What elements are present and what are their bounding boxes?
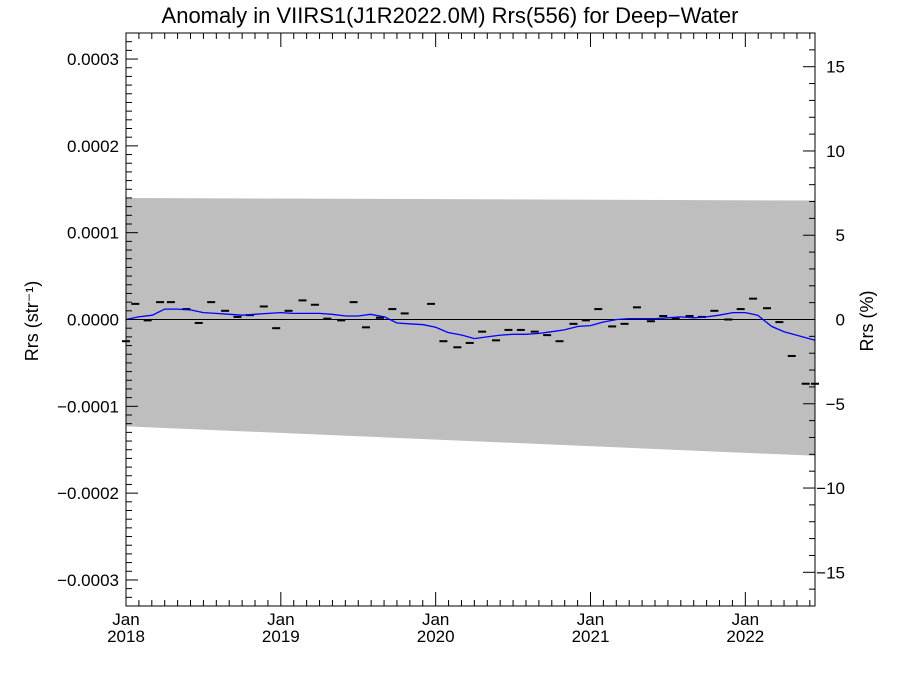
x-tick-year-label: 2019: [262, 627, 300, 646]
chart-title: Anomaly in VIIRS1(J1R2022.0M) Rrs(556) f…: [161, 3, 739, 28]
y-right-tick-label: 10: [826, 142, 845, 161]
x-tick-year-label: 2018: [107, 627, 145, 646]
y-left-tick-label: −0.0001: [57, 397, 119, 416]
y-left-tick-label: 0.0003: [67, 50, 119, 69]
x-tick-month-label: Jan: [422, 610, 449, 629]
series-layer: [122, 297, 819, 385]
y-axis-right-label: Rrs (%): [857, 291, 877, 352]
uncertainty-band: [126, 197, 815, 456]
y-right-tick-label: −15: [816, 563, 845, 582]
y-axis-right: 15 10 5 0 −5 −10 −15: [803, 32, 845, 607]
x-tick-month-label: Jan: [732, 610, 759, 629]
y-left-tick-label: 0.0002: [67, 137, 119, 156]
y-axis-left-label: Rrs (str⁻¹): [22, 281, 42, 361]
y-right-tick-label: 5: [836, 226, 845, 245]
x-tick-year-label: 2022: [726, 627, 764, 646]
y-left-tick-label: −0.0002: [57, 484, 119, 503]
series-line: [125, 308, 816, 341]
y-left-tick-label: 0.0000: [67, 311, 119, 330]
y-right-tick-label: 15: [826, 58, 845, 77]
y-axis-left: 0.0003 0.0002 0.0001 0.0000 −0.0001 −0.0002 −0…: [57, 32, 138, 607]
x-tick-year-label: 2020: [417, 627, 455, 646]
y-right-tick-label: −10: [816, 479, 845, 498]
y-right-tick-label: −5: [826, 395, 845, 414]
uncertainty-band-layer: [126, 197, 815, 456]
x-tick-month-label: Jan: [267, 610, 294, 629]
y-left-tick-label: 0.0001: [67, 224, 119, 243]
y-left-tick-label: −0.0003: [57, 571, 119, 590]
y-right-tick-label: 0: [836, 311, 845, 330]
x-tick-month-label: Jan: [112, 610, 139, 629]
x-tick-year-label: 2021: [572, 627, 610, 646]
x-tick-month-label: Jan: [577, 610, 604, 629]
